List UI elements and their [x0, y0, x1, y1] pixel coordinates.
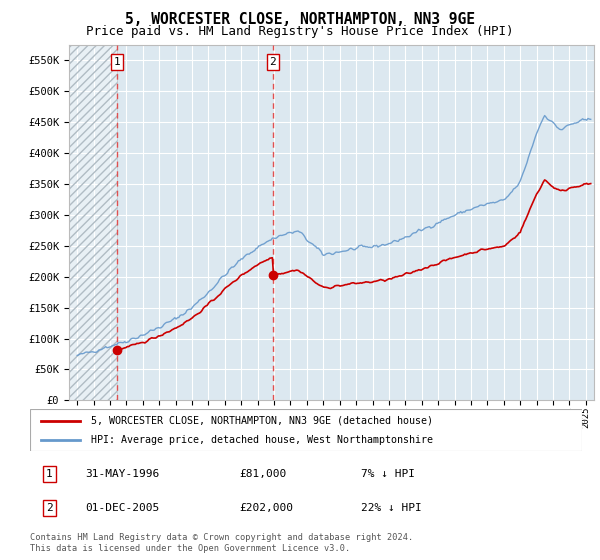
- Text: 5, WORCESTER CLOSE, NORTHAMPTON, NN3 9GE: 5, WORCESTER CLOSE, NORTHAMPTON, NN3 9GE: [125, 12, 475, 27]
- Text: 01-DEC-2005: 01-DEC-2005: [85, 503, 160, 513]
- Text: 22% ↓ HPI: 22% ↓ HPI: [361, 503, 422, 513]
- Text: £202,000: £202,000: [240, 503, 294, 513]
- Text: HPI: Average price, detached house, West Northamptonshire: HPI: Average price, detached house, West…: [91, 435, 433, 445]
- Text: 2: 2: [46, 503, 53, 513]
- Text: £81,000: £81,000: [240, 469, 287, 479]
- Text: 1: 1: [46, 469, 53, 479]
- Text: 7% ↓ HPI: 7% ↓ HPI: [361, 469, 415, 479]
- Text: Price paid vs. HM Land Registry's House Price Index (HPI): Price paid vs. HM Land Registry's House …: [86, 25, 514, 38]
- Text: 31-MAY-1996: 31-MAY-1996: [85, 469, 160, 479]
- Text: Contains HM Land Registry data © Crown copyright and database right 2024.
This d: Contains HM Land Registry data © Crown c…: [30, 533, 413, 553]
- Text: 1: 1: [113, 57, 120, 67]
- Text: 5, WORCESTER CLOSE, NORTHAMPTON, NN3 9GE (detached house): 5, WORCESTER CLOSE, NORTHAMPTON, NN3 9GE…: [91, 416, 433, 426]
- Text: 2: 2: [269, 57, 276, 67]
